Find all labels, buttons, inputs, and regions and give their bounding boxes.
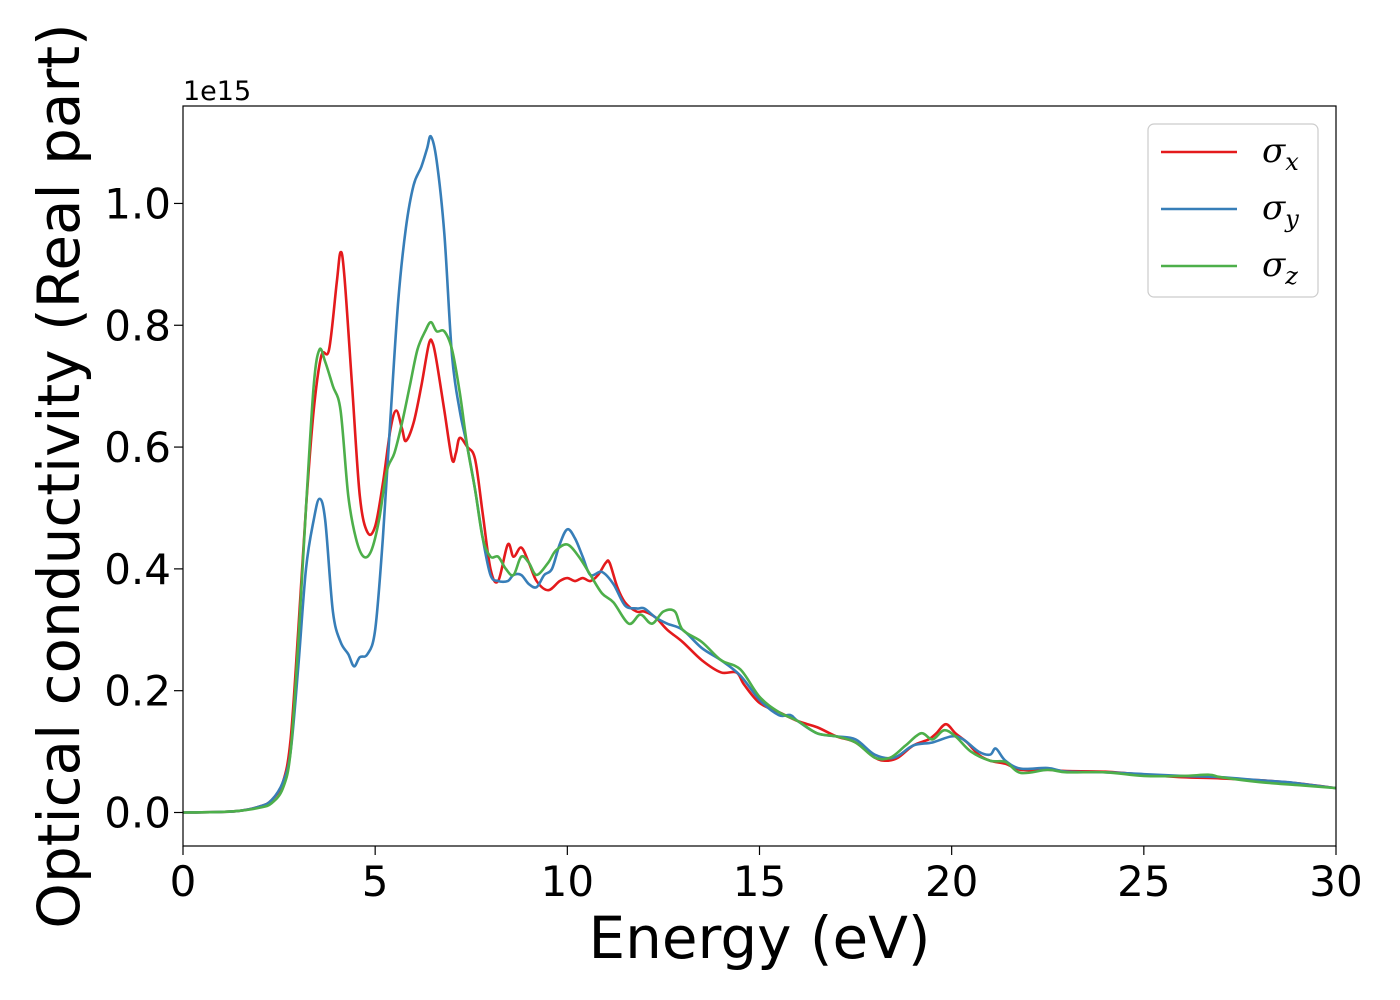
x-tick-label: 15: [733, 857, 786, 906]
y-tick-label: 0.2: [104, 667, 171, 716]
y-tick-label: 0.0: [104, 789, 171, 838]
legend-box: [1147, 123, 1319, 298]
series-line-z: [182, 320, 1337, 814]
x-tick-label: 10: [541, 857, 594, 906]
legend-label-z: σz: [1262, 245, 1298, 290]
x-axis-label: Energy (eV): [588, 904, 930, 972]
series-layer: [182, 134, 1337, 814]
y-axis-label: Optical conductivity (Real part): [25, 23, 93, 928]
y-tick-label: 0.6: [104, 423, 171, 472]
y-offset-label: 1e15: [183, 76, 251, 107]
x-tick-label: 30: [1309, 857, 1362, 906]
y-tick-label: 1.0: [104, 179, 171, 228]
y-tick-label: 0.4: [104, 545, 171, 594]
legend: σx σy σz: [1147, 123, 1319, 298]
legend-label-x: σx: [1262, 131, 1299, 176]
x-tick-label: 5: [362, 857, 389, 906]
series-line-y: [182, 134, 1337, 814]
y-tick-label: 0.8: [104, 301, 171, 350]
x-tick-label: 25: [1117, 857, 1170, 906]
series-line-x: [182, 250, 1337, 814]
y-axis-ticks: 0.0 0.2 0.4 0.6 0.8 1.0: [104, 179, 183, 838]
x-tick-label: 20: [925, 857, 978, 906]
legend-label-y: σy: [1262, 188, 1299, 233]
x-axis-ticks: 0 5 10 15 20 25 30: [170, 846, 1363, 906]
x-tick-label: 0: [170, 857, 197, 906]
